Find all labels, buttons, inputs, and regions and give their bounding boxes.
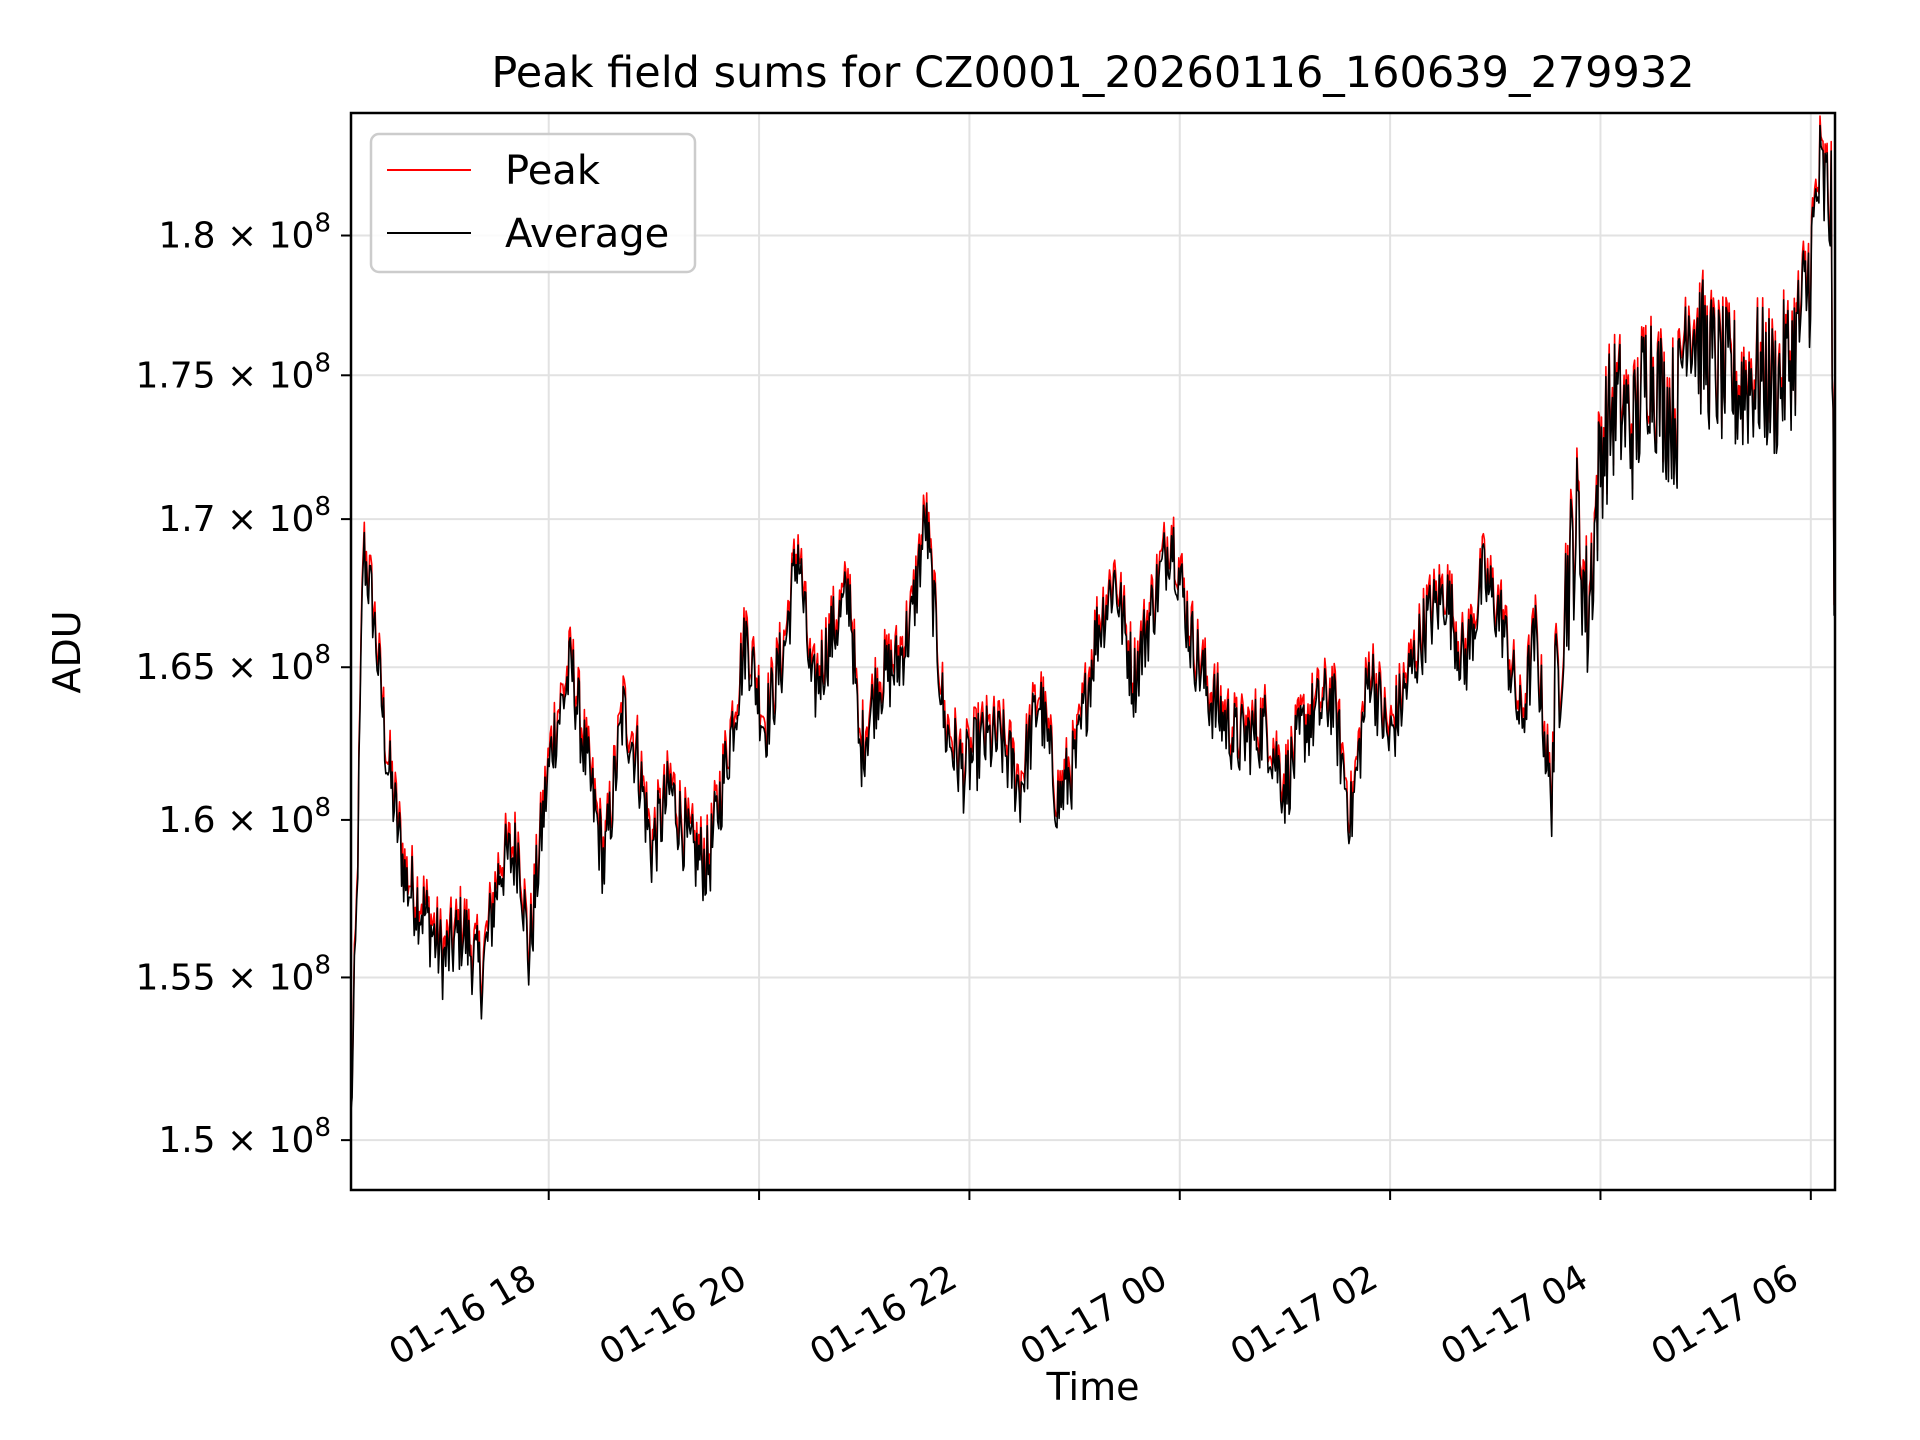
legend-label-peak: Peak — [505, 148, 601, 194]
x-tick-label: 01-16 22 — [803, 1257, 964, 1373]
x-tick-label: 01-17 00 — [1014, 1257, 1175, 1373]
plot-area-frame — [349, 111, 1837, 1192]
legend-frame — [369, 132, 697, 274]
x-axis-label: Time — [1046, 1365, 1140, 1409]
legend: Peak Average — [369, 132, 697, 274]
y-tick-label: 1.8 × 108 — [158, 209, 331, 257]
grid — [351, 113, 1835, 1190]
y-tick-label: 1.75 × 108 — [135, 348, 331, 396]
y-axis-label: ADU — [45, 610, 89, 693]
x-tick-label: 01-16 18 — [383, 1257, 544, 1373]
x-tick-label: 01-17 04 — [1434, 1257, 1595, 1373]
series-line-average — [350, 124, 1835, 1111]
legend-label-average: Average — [505, 211, 669, 257]
y-tick-label: 1.65 × 108 — [135, 640, 331, 688]
x-tick-label: 01-17 02 — [1224, 1257, 1385, 1373]
x-tick-label: 01-17 06 — [1645, 1257, 1806, 1373]
series-lines — [350, 115, 1835, 1111]
x-tick-label: 01-16 20 — [593, 1257, 754, 1373]
y-tick-label: 1.5 × 108 — [158, 1113, 331, 1161]
y-tick-label: 1.7 × 108 — [158, 492, 331, 540]
y-tick-label: 1.55 × 108 — [135, 950, 331, 998]
axis-ticks: 1.5 × 108 1.55 × 108 1.6 × 108 1.65 × 108 1.… — [135, 209, 1812, 1374]
y-tick-label: 1.6 × 108 — [158, 793, 331, 841]
chart-title: Peak field sums for CZ0001_20260116_1606… — [491, 48, 1694, 98]
